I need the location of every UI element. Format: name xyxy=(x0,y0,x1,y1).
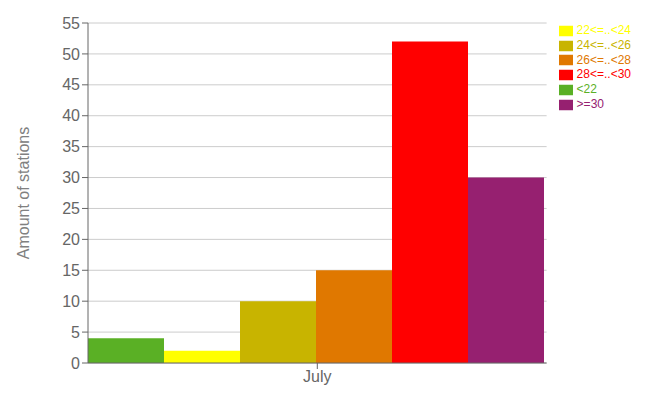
svg-text:25: 25 xyxy=(62,200,80,217)
svg-text:40: 40 xyxy=(62,107,80,124)
svg-text:35: 35 xyxy=(62,138,80,155)
html-text:26<=..<28: 26<=..<28 xyxy=(576,52,631,67)
svg-text:45: 45 xyxy=(62,76,80,93)
svg-text:30: 30 xyxy=(62,169,80,186)
svg-text:15: 15 xyxy=(62,262,80,279)
svg-text:Amount of stations: Amount of stations xyxy=(15,127,32,260)
svg-text:50: 50 xyxy=(62,46,80,63)
svg-text:10: 10 xyxy=(62,293,80,310)
svg-text:July: July xyxy=(303,368,331,385)
html-text:24<=..<26: 24<=..<26 xyxy=(576,37,631,52)
html-text:<22: <22 xyxy=(576,82,597,97)
svg-text:20: 20 xyxy=(62,231,80,248)
svg-text:55: 55 xyxy=(62,15,80,32)
html-text:28<=..<30: 28<=..<30 xyxy=(576,67,631,82)
svg-text:5: 5 xyxy=(71,324,80,341)
html-text:22<=..<24: 22<=..<24 xyxy=(576,23,631,37)
svg-text:0: 0 xyxy=(71,355,80,372)
html-text:>=30: >=30 xyxy=(576,97,604,112)
